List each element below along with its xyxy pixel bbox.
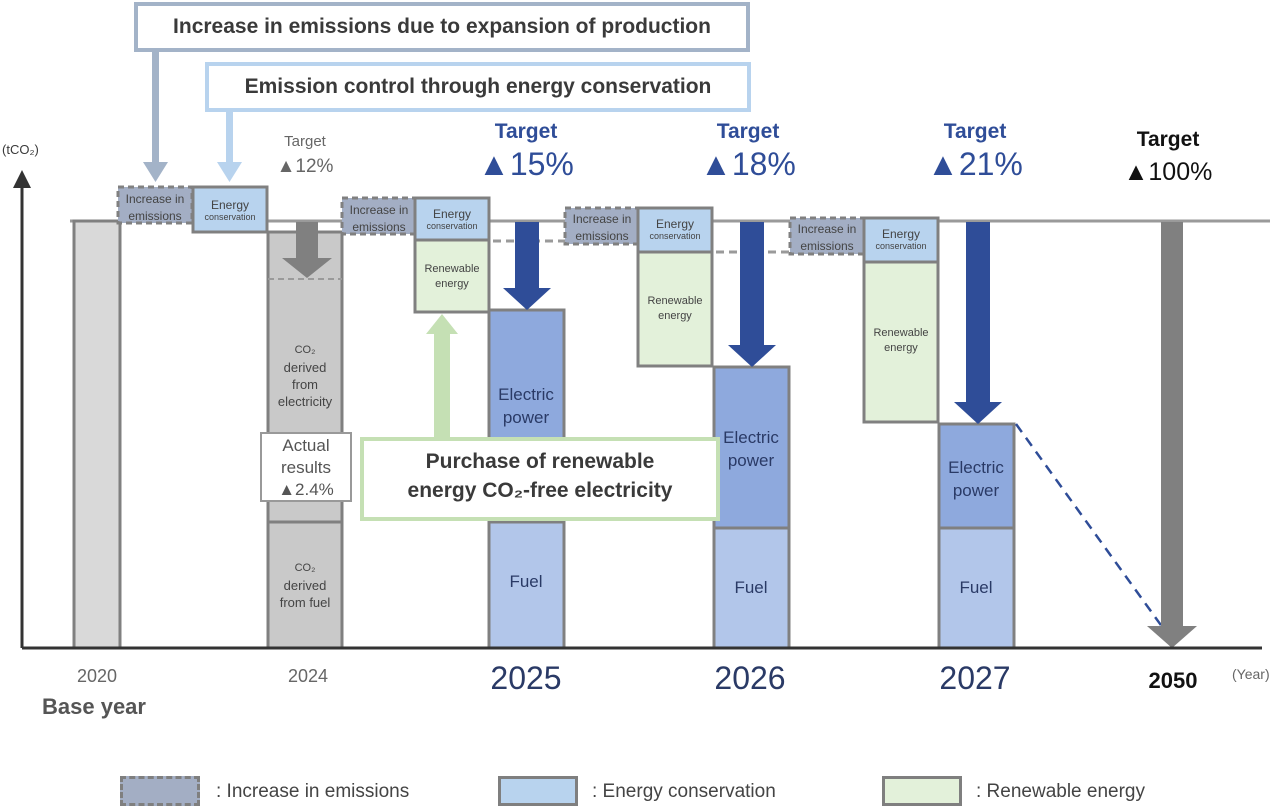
target-2027: Target ▲21%: [910, 120, 1040, 183]
electric-label-2027: Electric power: [948, 458, 1004, 500]
electric-label-2025: Electric power: [498, 385, 554, 427]
x-tick-2027: 2027: [939, 660, 1011, 696]
callout-purchase-line1: Purchase of renewable: [425, 450, 655, 473]
connector-production-head: [143, 162, 168, 182]
reduction-arrow-head-0: [503, 288, 551, 310]
increase-label-2027: Increase in emissions: [797, 222, 857, 253]
target-label: Target: [494, 120, 558, 143]
reduction-arrow-head-1: [728, 345, 776, 367]
renewable-box-2026: [636, 250, 714, 368]
fuel-label-2027: Fuel: [959, 578, 993, 597]
co2-electricity-label: CO₂ derived from electricity: [277, 344, 333, 409]
conservation-label-2024: Energy conservation: [204, 198, 256, 222]
renewable-box-2027: [862, 260, 940, 424]
renewable-label-2026: Renewable energy: [647, 295, 703, 322]
electric-label-2026: Electric power: [723, 428, 779, 470]
increase-label-2026: Increase in emissions: [572, 212, 632, 243]
increase-label-2025: Increase in emissions: [349, 203, 409, 234]
renewable-label-2027: Renewable energy: [873, 327, 929, 354]
trend-2050: [1014, 423, 1165, 629]
target-value: ▲21%: [927, 146, 1023, 182]
target-value: ▲100%: [1123, 158, 1213, 186]
conservation-box-0: [191, 185, 269, 234]
renewable-box-2025: [413, 238, 491, 314]
increase-box-1: [340, 196, 418, 236]
reduction-arrow-shaft-1: [740, 222, 764, 345]
target-2025: Target ▲15%: [466, 120, 586, 183]
increase-label-2024: Increase in emissions: [125, 192, 185, 223]
conservation-label-2025: Energy conservation: [426, 207, 478, 231]
bar-2020: [72, 219, 122, 650]
connector-conservation: [226, 104, 233, 162]
fuel-label-2025: Fuel: [509, 572, 543, 591]
arrow-2050-head: [1147, 626, 1197, 648]
target-2024: Target ▲12%: [265, 133, 345, 178]
reduction-arrow-shaft-2: [966, 222, 990, 402]
arrow-2024-head: [282, 258, 332, 278]
target-2050: Target ▲100%: [1098, 128, 1238, 187]
co2-fuel-label: CO₂ derived from fuel: [279, 562, 331, 610]
connector-production: [152, 44, 159, 162]
target-value: ▲15%: [478, 146, 574, 182]
target-value: ▲12%: [276, 156, 334, 177]
fuel-label-2026: Fuel: [734, 578, 768, 597]
target-label: Target: [284, 133, 326, 150]
target-label: Target: [1136, 128, 1200, 151]
legend-swatch-increase: [120, 776, 200, 806]
arrow-2024-shaft: [296, 222, 318, 258]
renewable-arrow-head: [426, 314, 458, 334]
conservation-box-3: [862, 216, 940, 264]
callout-production: Increase in emissions due to expansion o…: [134, 2, 750, 52]
electric-bar-2026: [712, 365, 791, 530]
target-label: Target: [716, 120, 780, 143]
callout-purchase: Purchase of renewable energy CO₂-free el…: [360, 437, 720, 521]
target-label: Target: [943, 120, 1007, 143]
reduction-arrow-shaft-0: [515, 222, 539, 288]
fuel-bar-2025: [487, 520, 566, 650]
reduction-arrow-head-2: [954, 402, 1002, 424]
actual-results-value: ▲2.4%: [278, 480, 334, 499]
actual-results-box: Actual results ▲2.4%: [260, 432, 352, 502]
x-axis-label: (Year): [1232, 666, 1270, 682]
conservation-label-2026: Energy conservation: [649, 217, 701, 241]
x-tick-2026: 2026: [714, 660, 786, 696]
legend-label-increase: : Increase in emissions: [216, 781, 410, 802]
base-year-label: Base year: [42, 694, 146, 719]
x-tick-2020: 2020: [76, 666, 118, 686]
renewable-label-2025: Renewable energy: [424, 263, 480, 290]
conservation-box-2: [636, 206, 714, 254]
electric-bar-2027: [937, 422, 1016, 530]
callout-conservation: Emission control through energy conserva…: [205, 62, 751, 112]
increase-box-3: [788, 216, 866, 256]
y-axis-label: (tCO₂): [2, 142, 39, 157]
renewable-arrow-shaft: [434, 332, 450, 438]
actual-results-line1: Actual: [282, 436, 330, 455]
target-2026: Target ▲18%: [688, 120, 808, 183]
conservation-label-2027: Energy conservation: [875, 227, 927, 251]
conservation-box-1: [413, 196, 491, 242]
legend-label-conservation: : Energy conservation: [592, 781, 776, 802]
connector-conservation-head: [217, 162, 242, 182]
x-tick-2024: 2024: [287, 666, 329, 686]
legend-swatch-renewable: [882, 776, 962, 806]
arrow-2050-shaft: [1161, 222, 1183, 626]
fuel-bar-2026: [712, 526, 791, 650]
actual-results-line2: results: [280, 458, 332, 477]
callout-purchase-line2: energy CO₂-free electricity: [407, 479, 673, 502]
x-tick-2050: 2050: [1148, 668, 1198, 693]
y-axis-arrow: [13, 170, 31, 188]
target-value: ▲18%: [700, 146, 796, 182]
x-tick-2025: 2025: [490, 660, 562, 696]
legend-label-renewable: : Renewable energy: [976, 781, 1145, 802]
legend-swatch-conservation: [498, 776, 578, 806]
